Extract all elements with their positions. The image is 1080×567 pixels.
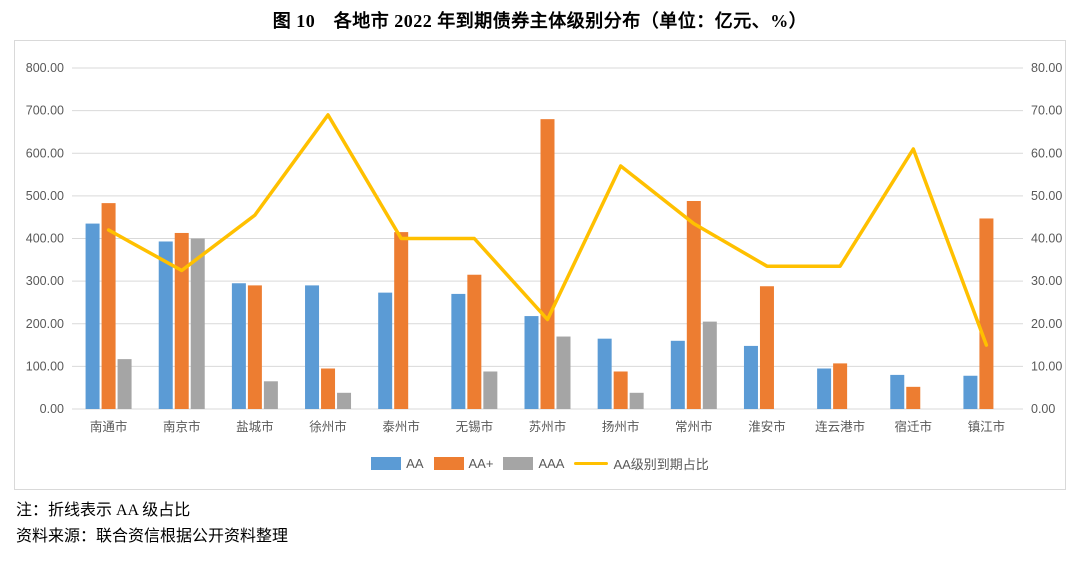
category-label: 扬州市 bbox=[602, 419, 640, 434]
left-axis-tick: 800.00 bbox=[26, 61, 64, 75]
bar-aa bbox=[890, 374, 905, 409]
left-axis-tick: 400.00 bbox=[26, 232, 64, 246]
left-axis-tick: 200.00 bbox=[26, 317, 64, 331]
right-axis-tick: 40.00 bbox=[1031, 232, 1062, 246]
source-text: 资料来源：联合资信根据公开资料整理 bbox=[16, 528, 289, 545]
bar-aa+ bbox=[101, 203, 116, 409]
legend-item-aaa: AAA bbox=[503, 456, 564, 471]
legend-label-aaa: AAA bbox=[538, 456, 565, 471]
category-label: 无锡市 bbox=[456, 419, 494, 434]
legend-item-aa: AA bbox=[371, 456, 424, 471]
legend-label-aa: AA bbox=[406, 456, 424, 471]
category-label: 盐城市 bbox=[236, 419, 274, 434]
chart-notes: 注：折线表示 AA 级占比 资料来源：联合资信根据公开资料整理 bbox=[16, 498, 288, 550]
bar-aaa bbox=[337, 392, 352, 409]
chart-legend: AA AA+ AAA AA级别到期占比 bbox=[15, 454, 1065, 473]
legend-label-ratio: AA级别到期占比 bbox=[613, 457, 709, 472]
bar-aa+ bbox=[247, 285, 262, 409]
bar-line-chart: 800.00 80.00 700.00 70.00 600.00 60.00 500.00 5… bbox=[26, 61, 1063, 434]
category-label: 南京市 bbox=[163, 419, 201, 434]
category-label: 宿迁市 bbox=[895, 419, 933, 434]
bar-aa bbox=[85, 223, 100, 409]
right-axis-tick: 20.00 bbox=[1031, 317, 1062, 331]
bar-aa bbox=[378, 292, 393, 409]
bar-aa bbox=[451, 293, 466, 409]
bar-aa+ bbox=[613, 371, 628, 409]
right-axis-tick: 10.00 bbox=[1031, 359, 1062, 373]
right-axis-tick: 70.00 bbox=[1031, 104, 1062, 118]
bar-aaa bbox=[190, 238, 205, 409]
left-axis-tick: 300.00 bbox=[26, 274, 64, 288]
category-label: 徐州市 bbox=[309, 419, 347, 434]
bar-aa bbox=[597, 338, 612, 409]
bar-aa bbox=[305, 285, 320, 409]
category-label: 泰州市 bbox=[382, 419, 420, 434]
legend-label-aa-plus: AA+ bbox=[468, 456, 494, 471]
legend-item-aa-plus: AA+ bbox=[433, 456, 494, 471]
bar-aa+ bbox=[759, 286, 774, 409]
note-text: 注：折线表示 AA 级占比 bbox=[16, 502, 191, 519]
left-axis-tick: 700.00 bbox=[26, 104, 64, 118]
bar-aaa bbox=[629, 392, 644, 409]
right-axis-tick: 60.00 bbox=[1031, 146, 1062, 160]
right-axis-tick: 80.00 bbox=[1031, 61, 1062, 75]
bar-aa bbox=[158, 241, 173, 409]
bar-aaa bbox=[483, 371, 498, 409]
bar-aa bbox=[524, 316, 539, 409]
chart-title: 图 10 各地市 2022 年到期债券主体级别分布（单位：亿元、%） bbox=[272, 11, 808, 31]
bar-aa+ bbox=[833, 363, 848, 409]
ratio-line bbox=[106, 113, 989, 347]
legend-item-ratio-line: AA级别到期占比 bbox=[574, 454, 709, 473]
bar-aa+ bbox=[174, 232, 189, 409]
legend-line-swatch bbox=[574, 461, 609, 466]
bar-aa+ bbox=[540, 119, 555, 410]
bar-aaa bbox=[263, 381, 278, 409]
left-axis-tick: 600.00 bbox=[26, 146, 64, 160]
bar-aa+ bbox=[906, 386, 921, 409]
chart-frame: 800.00 80.00 700.00 70.00 600.00 60.00 500.00 5… bbox=[14, 40, 1066, 490]
category-label: 淮安市 bbox=[748, 419, 786, 434]
category-label: 南通市 bbox=[90, 419, 128, 434]
left-axis-tick: 500.00 bbox=[26, 189, 64, 203]
bar-aa+ bbox=[394, 232, 409, 409]
category-label: 苏州市 bbox=[529, 419, 567, 434]
bar-aa bbox=[817, 368, 832, 409]
bar-aa+ bbox=[467, 274, 482, 409]
category-label: 常州市 bbox=[675, 419, 713, 434]
bar-aa+ bbox=[686, 200, 701, 409]
bar-aa bbox=[670, 340, 685, 409]
legend-swatch-aa bbox=[371, 457, 402, 470]
bar-aaa bbox=[117, 359, 132, 409]
right-axis-tick: 50.00 bbox=[1031, 189, 1062, 203]
category-label: 连云港市 bbox=[815, 419, 865, 434]
left-axis-tick: 100.00 bbox=[26, 359, 64, 373]
bar-aaa bbox=[702, 321, 717, 409]
bar-aa bbox=[231, 283, 246, 409]
category-label: 镇江市 bbox=[968, 419, 1006, 434]
bar-aa bbox=[963, 375, 978, 409]
legend-swatch-aa-plus bbox=[433, 457, 464, 470]
left-axis-tick: 0.00 bbox=[40, 402, 64, 416]
bar-aaa bbox=[556, 336, 571, 409]
right-axis-tick: 0.00 bbox=[1031, 402, 1055, 416]
bar-aa+ bbox=[979, 218, 994, 409]
bar-aa+ bbox=[321, 368, 336, 409]
bar-aa bbox=[743, 345, 758, 409]
right-axis-tick: 30.00 bbox=[1031, 274, 1062, 288]
legend-swatch-aaa bbox=[503, 457, 534, 470]
